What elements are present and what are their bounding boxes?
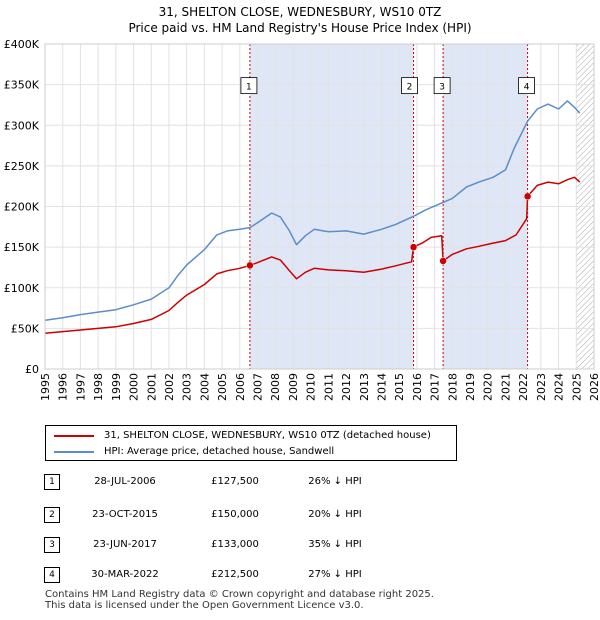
table-row: 3 23-JUN-2017 £133,000 35% ↓ HPI xyxy=(0,536,600,554)
sale-marker-label: 3 xyxy=(439,83,445,93)
legend-label-price: 31, SHELTON CLOSE, WEDNESBURY, WS10 0TZ … xyxy=(104,430,431,441)
x-tick-label: 2022 xyxy=(517,373,530,401)
x-tick-label: 2004 xyxy=(198,373,211,401)
sale-date: 28-JUL-2006 xyxy=(94,476,156,487)
x-tick-label: 2018 xyxy=(446,373,459,401)
x-tick-label: 2001 xyxy=(145,373,158,401)
sale-hpi-diff: 26% ↓ HPI xyxy=(308,476,362,487)
x-tick-label: 2014 xyxy=(375,373,388,401)
sale-hpi-diff: 27% ↓ HPI xyxy=(308,569,362,580)
sale-price: £133,000 xyxy=(211,539,259,550)
x-tick-label: 2008 xyxy=(269,373,282,401)
sale-date: 23-OCT-2015 xyxy=(92,509,158,520)
sale-marker-label: 1 xyxy=(246,83,252,93)
x-tick-label: 2009 xyxy=(287,373,300,401)
hpi-series-line xyxy=(44,100,581,322)
sale-marker-box xyxy=(433,77,451,95)
sale-number: 1 xyxy=(44,474,60,490)
sale-marker-badge: 4 xyxy=(518,77,535,95)
legend-label-hpi: HPI: Average price, detached house, Sand… xyxy=(104,446,335,457)
sale-price: £127,500 xyxy=(211,476,259,487)
sale-marker-box xyxy=(518,77,535,95)
sale-point xyxy=(523,192,532,201)
sale-number: 2 xyxy=(44,507,60,523)
x-tick-label: 2020 xyxy=(482,373,495,401)
x-tick-label: 2016 xyxy=(411,373,424,401)
sale-number: 3 xyxy=(44,537,60,553)
x-tick-label: 1996 xyxy=(57,373,70,401)
y-tick-label: £350K xyxy=(4,79,40,92)
x-tick-label: 1999 xyxy=(110,373,123,401)
sale-date: 30-MAR-2022 xyxy=(91,569,159,580)
y-tick-label: £100K xyxy=(4,282,40,295)
x-tick-label: 2013 xyxy=(358,373,371,401)
sale-hpi-diff: 35% ↓ HPI xyxy=(308,539,362,550)
x-tick-label: 2012 xyxy=(340,373,353,401)
y-tick-label: £200K xyxy=(4,201,40,214)
table-row: 1 28-JUL-2006 £127,500 26% ↓ HPI xyxy=(0,473,600,491)
sale-date: 23-JUN-2017 xyxy=(93,539,157,550)
footer-line: Contains HM Land Registry data © Crown c… xyxy=(45,589,434,600)
y-tick-label: £0 xyxy=(25,363,39,376)
price-chart: 1 2 3 4 £0 £50K £100K £150K £200K £250K £300K £350K… xyxy=(4,38,600,401)
table-row: 4 30-MAR-2022 £212,500 27% ↓ HPI xyxy=(0,566,600,584)
x-tick-label: 2007 xyxy=(252,373,265,401)
legend-swatch-hpi xyxy=(54,451,94,453)
sale-marker-label: 2 xyxy=(407,83,413,93)
footer-line: This data is licensed under the Open Gov… xyxy=(45,600,364,611)
y-tick-label: £50K xyxy=(11,322,40,335)
x-tick-label: 2019 xyxy=(464,373,477,401)
y-tick-label: £150K xyxy=(4,241,40,254)
x-tick-label: 2024 xyxy=(553,373,566,401)
sale-marker-badge: 2 xyxy=(401,77,418,95)
price-series-line xyxy=(44,176,581,335)
x-tick-label: 1995 xyxy=(39,373,52,401)
table-row: 2 23-OCT-2015 £150,000 20% ↓ HPI xyxy=(0,506,600,524)
y-tick-label: £300K xyxy=(4,119,40,132)
y-tick-label: £250K xyxy=(4,160,40,173)
chart-subtitle: Price paid vs. HM Land Registry's House … xyxy=(128,21,472,35)
legend-swatch-price xyxy=(54,435,94,437)
chart-title: 31, SHELTON CLOSE, WEDNESBURY, WS10 0TZ xyxy=(158,5,442,19)
x-tick-label: 2026 xyxy=(588,373,600,401)
sale-point xyxy=(439,257,447,265)
x-tick-label: 2000 xyxy=(128,373,141,401)
x-tick-label: 2002 xyxy=(163,373,176,401)
sale-hpi-diff: 20% ↓ HPI xyxy=(308,509,362,520)
sale-marker-box xyxy=(401,77,418,95)
sale-marker-label: 4 xyxy=(524,83,530,93)
sale-marker-badge: 3 xyxy=(433,77,451,95)
sale-point xyxy=(246,261,254,270)
x-tick-label: 2006 xyxy=(234,373,247,401)
x-tick-label: 2021 xyxy=(499,373,512,401)
legend: 31, SHELTON CLOSE, WEDNESBURY, WS10 0TZ … xyxy=(45,425,457,461)
x-tick-label: 2015 xyxy=(393,373,406,401)
x-tick-label: 2005 xyxy=(216,373,229,401)
x-tick-label: 2003 xyxy=(181,373,194,401)
sale-price: £212,500 xyxy=(211,569,259,580)
x-tick-label: 2023 xyxy=(535,373,548,401)
sale-marker-box xyxy=(240,77,258,95)
plot-border xyxy=(44,43,595,370)
x-tick-label: 1998 xyxy=(92,373,105,401)
x-tick-label: 2025 xyxy=(570,373,583,401)
y-tick-label: £400K xyxy=(4,38,40,51)
footer-attribution: Contains HM Land Registry data © Crown c… xyxy=(45,589,434,611)
sale-price: £150,000 xyxy=(211,509,259,520)
sale-marker-badge: 1 xyxy=(240,77,258,95)
x-tick-label: 2011 xyxy=(322,373,335,401)
x-tick-label: 2017 xyxy=(429,373,442,401)
sale-number: 4 xyxy=(44,567,60,583)
x-tick-label: 1997 xyxy=(74,373,87,401)
x-tick-label: 2010 xyxy=(305,373,318,401)
sale-point xyxy=(409,243,418,251)
